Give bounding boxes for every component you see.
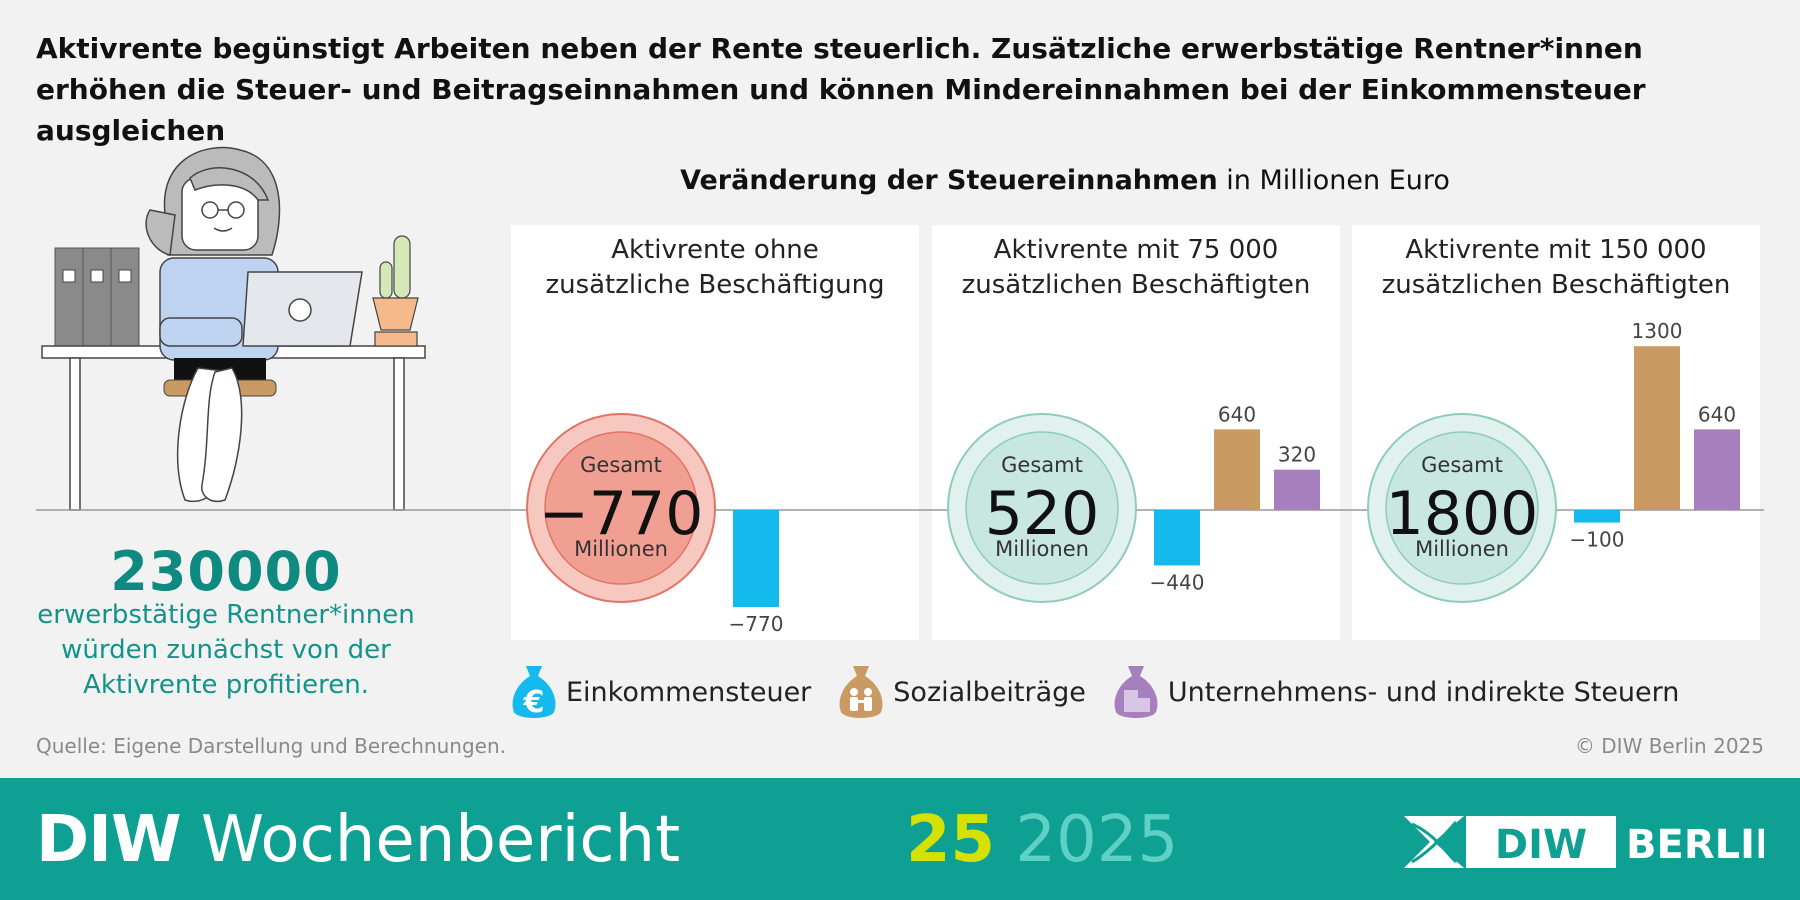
bar-value-label: 1300 [1632,319,1683,343]
legend-item-einkommensteuer: € Einkommensteuer [508,662,811,722]
bar-sozialbeiträge [1634,346,1680,510]
illustration-woman-at-desk [41,146,426,511]
bar-value-label: 640 [1218,402,1256,426]
panel-title: Aktivrente mit 75 000 [994,235,1279,265]
total-label: Gesamt [1001,453,1083,477]
pensioner-count: 230000 [110,540,342,603]
total-value: −770 [539,479,704,549]
legend-item-unternehmen: Unternehmens- und indirekte Steuern [1110,662,1679,722]
euro-moneybag-icon: € [512,666,556,720]
chart-subtitle: Veränderung der Steuereinnahmen in Milli… [0,165,1800,196]
caption-line: erwerbstätige Rentner*innen [37,600,415,630]
plant-icon [372,235,419,347]
total-unit: Millionen [574,537,668,561]
bar-value-label: −770 [729,612,784,636]
bar-unternehmens-und-indirekte-steuern [1274,469,1320,510]
total-unit: Millionen [1415,537,1509,561]
panel-title: zusätzlichen Beschäftigten [1382,270,1731,300]
chart-title-bold: Veränderung der Steuereinnahmen [680,165,1218,196]
legend: € Einkommensteuer Sozialbeiträge Unterne… [508,662,1703,722]
caption-line: Aktivrente profitieren. [83,670,369,700]
caption-line: würden zunächst von der [61,635,391,665]
building-moneybag-icon [1114,666,1158,718]
logo-text-diw: DIW [1495,822,1587,868]
pensioner-caption: erwerbstätige Rentner*innen würden zunäc… [36,598,416,703]
diw-berlin-logo: DIW BERLIN [1404,816,1764,868]
legend-item-sozialbeitraege: Sozialbeiträge [835,662,1086,722]
copyright-note: © DIW Berlin 2025 [1574,734,1764,758]
legend-label: Unternehmens- und indirekte Steuern [1167,676,1680,708]
svg-text:€: € [523,685,545,720]
issue-number: 25 [906,803,996,877]
bar-einkommensteuer [1574,510,1620,523]
panel-title: zusätzliche Beschäftigung [545,270,884,300]
bar-sozialbeiträge [1214,429,1260,510]
panel-title: zusätzlichen Beschäftigten [962,270,1311,300]
brand-diw: DIW [36,803,182,877]
source-note: Quelle: Eigene Darstellung und Berechnun… [36,734,506,758]
total-value: 1800 [1386,479,1539,549]
total-label: Gesamt [580,453,662,477]
issue-info: 25 2025 [906,800,1178,880]
bar-einkommensteuer [1154,510,1200,566]
bar-value-label: 320 [1278,443,1316,467]
logo-text-berlin: BERLIN [1626,822,1764,868]
chart-canvas: Aktivrente ohne zusätzliche Beschäftigung… [36,146,1764,640]
total-circle [544,431,698,585]
panel-title: Aktivrente mit 150 000 [1405,235,1706,265]
footer-bar: DIW Wochenbericht 25 2025 DIW BERLIN [0,778,1800,900]
legend-label: Sozialbeiträge [893,676,1086,708]
bar-value-label: −100 [1570,528,1625,552]
chart-marks: Aktivrente ohne zusätzliche Beschäftigung… [526,235,1740,636]
chart-unit: in Millionen Euro [1226,165,1450,196]
bar-unternehmens-und-indirekte-steuern [1694,429,1740,510]
headline: Aktivrente begünstigt Arbeiten neben der… [36,32,1646,147]
brand-wochenbericht: Wochenbericht [200,803,681,877]
bar-value-label: −440 [1150,570,1205,594]
family-moneybag-icon [839,666,883,718]
panel-title: Aktivrente ohne [611,235,819,265]
publication-brand: DIW Wochenbericht [36,800,680,880]
bar-value-label: 640 [1698,402,1736,426]
bar-einkommensteuer [733,510,779,608]
total-circle [1385,431,1539,585]
total-value: 520 [985,479,1100,549]
total-circle [965,431,1119,585]
legend-label: Einkommensteuer [566,676,812,708]
total-unit: Millionen [995,537,1089,561]
issue-year: 2025 [1015,803,1179,877]
total-label: Gesamt [1421,453,1503,477]
binders-icon [54,247,140,349]
